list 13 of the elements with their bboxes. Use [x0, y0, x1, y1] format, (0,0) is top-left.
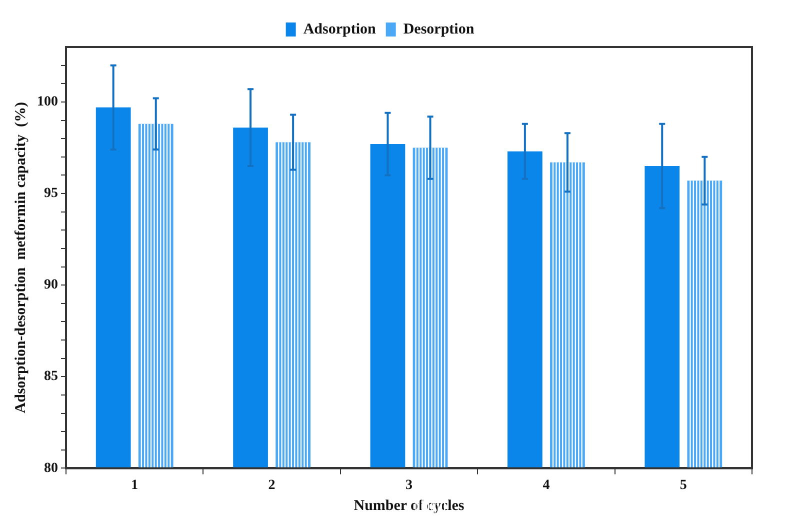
x-tick-label: 4	[542, 478, 550, 494]
legend-label: Adsorption	[303, 21, 376, 38]
x-tick-label: 1	[131, 478, 138, 494]
y-tick-label: 90	[44, 278, 58, 293]
y-tick-label: 85	[44, 369, 58, 384]
y-axis-title: Adsorption-desorption metformin capacity (%)	[12, 102, 29, 414]
y-tick-label: 95	[44, 186, 58, 202]
legend-label: Desorption	[403, 21, 475, 38]
x-tick-label: 5	[680, 478, 687, 494]
x-tick-label: 3	[406, 478, 412, 494]
y-tick-label: 100	[37, 94, 58, 110]
x-tick-label: 2	[268, 478, 276, 494]
y-tick-label: 80	[44, 460, 58, 476]
